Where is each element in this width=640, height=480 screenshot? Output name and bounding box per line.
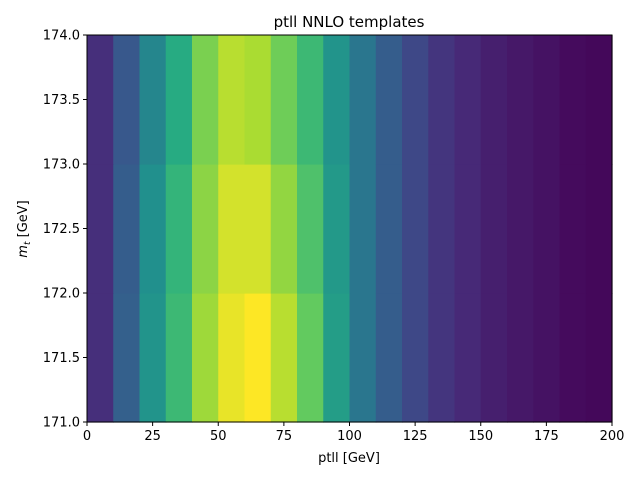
x-axis-label: ptll [GeV] bbox=[318, 451, 380, 466]
x-axis: 0 25 50 75 100 125 150 175 200 bbox=[83, 422, 625, 444]
y-tick-label: 172.5 bbox=[43, 222, 80, 237]
heatmap-cell bbox=[270, 293, 298, 423]
heatmap-cell bbox=[165, 164, 193, 294]
heatmap-cell bbox=[480, 293, 508, 423]
y-tick-label: 173.0 bbox=[43, 158, 80, 173]
x-tick-label: 150 bbox=[468, 429, 493, 444]
heatmap-cell bbox=[244, 35, 272, 165]
heatmap-cell bbox=[533, 164, 561, 294]
x-tick-label: 75 bbox=[276, 429, 293, 444]
heatmap-cell bbox=[139, 35, 167, 165]
heatmap-cell bbox=[375, 293, 403, 423]
heatmap-cell bbox=[585, 164, 613, 294]
heatmap-cell bbox=[454, 164, 482, 294]
heatmap-cell bbox=[192, 164, 219, 294]
y-axis: 171.0 171.5 172.0 172.5 173.0 173.5 174.0 bbox=[43, 29, 87, 431]
heatmap-cell bbox=[349, 164, 377, 294]
heatmap-cell bbox=[113, 293, 141, 423]
heatmap-cell bbox=[87, 35, 114, 165]
heatmap-cell bbox=[559, 35, 587, 165]
heatmap-cell bbox=[87, 164, 114, 294]
heatmap-cell bbox=[244, 164, 272, 294]
chart-title: ptll NNLO templates bbox=[274, 13, 425, 31]
heatmap-cell bbox=[507, 164, 534, 294]
heatmap-cell bbox=[559, 293, 587, 423]
y-axis-label: mt [GeV] bbox=[16, 200, 33, 257]
x-tick-label: 175 bbox=[534, 429, 559, 444]
x-tick-label: 25 bbox=[144, 429, 161, 444]
y-tick-label: 173.5 bbox=[43, 93, 80, 108]
x-tick-label: 200 bbox=[600, 429, 625, 444]
heatmap-cell bbox=[585, 35, 613, 165]
heatmap-cell bbox=[533, 35, 561, 165]
heatmap-cell bbox=[454, 35, 482, 165]
heatmap-cell bbox=[113, 35, 141, 165]
heatmap-cell bbox=[323, 164, 351, 294]
heatmap-cell bbox=[480, 35, 508, 165]
heatmap-cell bbox=[113, 164, 141, 294]
heatmap-cell bbox=[454, 293, 482, 423]
heatmap-cell bbox=[139, 293, 167, 423]
x-tick-label: 50 bbox=[210, 429, 227, 444]
heatmap-cell bbox=[428, 293, 456, 423]
heatmap-cell bbox=[428, 164, 456, 294]
heatmap-cell bbox=[270, 164, 298, 294]
heatmap-cell bbox=[139, 164, 167, 294]
heatmap-cell bbox=[507, 35, 534, 165]
heatmap-cell bbox=[349, 35, 377, 165]
y-tick-label: 171.0 bbox=[43, 416, 80, 431]
heatmap-cell bbox=[507, 293, 534, 423]
x-tick-label: 100 bbox=[337, 429, 362, 444]
x-tick-label: 125 bbox=[403, 429, 428, 444]
heatmap-cell bbox=[585, 293, 613, 423]
heatmap-cell bbox=[297, 35, 324, 165]
heatmap-cell bbox=[323, 35, 351, 165]
heatmap-cell bbox=[375, 164, 403, 294]
heatmap-cell bbox=[428, 35, 456, 165]
heatmap-cell bbox=[165, 293, 193, 423]
heatmap-cell bbox=[323, 293, 351, 423]
y-tick-label: 174.0 bbox=[43, 29, 80, 44]
heatmap-cell bbox=[87, 293, 114, 423]
heatmap-cell bbox=[375, 35, 403, 165]
y-tick-label: 172.0 bbox=[43, 287, 80, 302]
heatmap-cell bbox=[165, 35, 193, 165]
heatmap-cell bbox=[218, 164, 246, 294]
x-tick-label: 0 bbox=[83, 429, 91, 444]
heatmap-cell bbox=[218, 35, 246, 165]
heatmap-cell bbox=[270, 35, 298, 165]
heatmap-cell bbox=[349, 293, 377, 423]
heatmap-cell bbox=[402, 164, 429, 294]
heatmap-cell bbox=[559, 164, 587, 294]
heatmap-cell bbox=[297, 293, 324, 423]
heatmap-cell bbox=[192, 293, 219, 423]
heatmap-cell bbox=[244, 293, 272, 423]
heatmap-cell bbox=[192, 35, 219, 165]
heatmap-cell bbox=[533, 293, 561, 423]
heatmap-cell bbox=[297, 164, 324, 294]
heatmap-cell bbox=[402, 35, 429, 165]
y-tick-label: 171.5 bbox=[43, 351, 80, 366]
heatmap-cell bbox=[480, 164, 508, 294]
heatmap-cells bbox=[87, 35, 613, 423]
heatmap-cell bbox=[218, 293, 246, 423]
heatmap-cell bbox=[402, 293, 429, 423]
